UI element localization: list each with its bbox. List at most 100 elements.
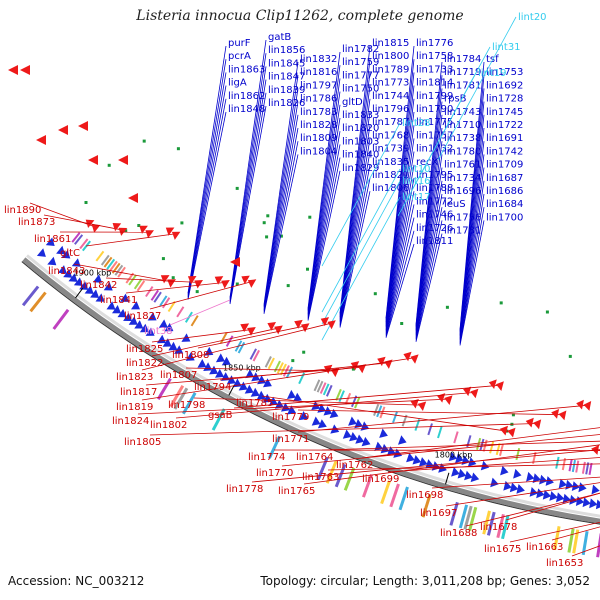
feature-block-inner	[237, 341, 246, 354]
gene-arrow-minus	[256, 390, 266, 400]
inner-gene-label: lin1827	[124, 311, 161, 322]
gene-arrow-minus	[123, 312, 133, 321]
inner-leader-line	[505, 492, 600, 521]
outer-leader-line	[187, 85, 227, 298]
feature-dot	[142, 139, 146, 143]
scale-tick	[228, 384, 235, 396]
inner-gene-label: lin1771	[272, 434, 309, 445]
inner-gene-label: lin1873	[18, 217, 55, 228]
outer-leader-line	[307, 131, 341, 317]
gene-arrow-plus	[499, 425, 508, 436]
gene-arrow-plus	[294, 319, 303, 329]
feature-block-inner	[145, 286, 154, 298]
gene-arrow-minus	[250, 387, 260, 397]
feature-block	[334, 463, 347, 488]
outer-leader-line	[415, 207, 443, 340]
feature-block	[173, 387, 189, 410]
outer-intergenic-label: lint20	[518, 12, 547, 23]
gene-arrow-minus	[197, 359, 207, 368]
map-title: Listeria innocua Clip11262, complete gen…	[136, 8, 464, 24]
feature-block	[181, 392, 197, 415]
gene-arrow-minus-inner	[591, 484, 600, 495]
outer-gene-label: lin1777	[342, 70, 379, 81]
outer-intergenic-leader	[321, 168, 401, 313]
inner-gene-label: lin1765	[278, 486, 315, 497]
inner-leader-line	[219, 362, 388, 381]
feature-block-inner	[106, 258, 116, 270]
inner-gene-label: lin1843	[48, 266, 85, 277]
outer-gene-label: lin1799	[416, 91, 453, 102]
gene-arrow-minus	[342, 429, 352, 439]
feature-dot	[265, 235, 269, 239]
outer-leader-line	[459, 167, 485, 341]
inner-leader-line	[251, 449, 600, 483]
outer-intergenic-label: lint31	[492, 42, 521, 53]
feature-block-inner	[219, 332, 228, 344]
gene-arrow-minus-inner	[158, 319, 168, 328]
outer-gene-label: lin1696	[444, 186, 481, 197]
outer-intergenic-label: lint19	[478, 68, 507, 79]
outer-gene-label: lin1796	[372, 104, 409, 115]
feature-block-inner	[335, 388, 342, 401]
feature-block-inner	[264, 356, 272, 368]
feature-block-inner	[136, 280, 146, 292]
gene-arrow-plus	[118, 155, 128, 165]
gene-arrow-minus-inner	[398, 435, 407, 445]
gene-arrow-minus	[451, 467, 460, 477]
feature-block-inner	[71, 232, 81, 243]
outer-intergenic-label: lint16	[402, 176, 431, 187]
outer-leader-line	[415, 167, 443, 336]
inner-leader-line	[85, 233, 175, 247]
outer-gene-label: lin1826	[268, 98, 305, 109]
outer-leader-line	[307, 91, 341, 313]
outer-gene-label: lin1811	[416, 236, 453, 247]
backbone-edge	[21, 261, 600, 525]
gene-arrow-minus	[387, 446, 396, 456]
gene-arrow-minus-inner	[147, 312, 157, 321]
gene-arrow-plus	[495, 381, 504, 391]
inner-gene-label: lin1805	[124, 437, 161, 448]
inner-leader-line	[105, 277, 198, 283]
inner-leader-line	[297, 409, 563, 416]
outer-leader-line	[339, 85, 371, 318]
outer-intergenic-leader	[437, 16, 517, 161]
gene-arrow-minus	[349, 432, 358, 442]
gene-arrow-minus	[299, 411, 309, 421]
feature-block-inner	[285, 366, 293, 379]
feature-block-inner	[453, 431, 459, 444]
outer-leader-line	[339, 59, 371, 315]
feature-dot	[266, 214, 270, 218]
outer-gene-label: lin1775	[416, 117, 453, 128]
outer-gene-label: lin1744	[372, 91, 409, 102]
feature-dot	[235, 186, 239, 190]
feature-dot	[262, 221, 266, 225]
inner-gene-label: lin1653	[546, 558, 583, 569]
gene-arrow-minus	[457, 468, 467, 479]
outer-gene-label: lin1804	[300, 146, 337, 157]
feature-dot	[171, 276, 175, 280]
outer-gene-label: lin1750	[342, 84, 379, 95]
gene-arrow-minus	[238, 381, 248, 391]
gene-arrow-plus	[165, 227, 175, 236]
gene-arrow-minus-inner	[131, 301, 140, 310]
feature-block-inner	[128, 274, 137, 286]
inner-leader-line	[297, 404, 587, 433]
outer-leader-line	[459, 207, 485, 345]
outer-gene-label: lin1687	[486, 173, 523, 184]
gene-arrow-minus-inner	[120, 293, 129, 302]
outer-gene-label: lin1773	[372, 78, 409, 89]
outer-gene-label: lin1848	[228, 104, 265, 115]
outer-gene-label: lin1806	[372, 183, 409, 194]
gene-arrow-minus	[418, 457, 428, 467]
inner-gene-label: lin1822	[126, 358, 163, 369]
outer-gene-label: lin1686	[486, 186, 523, 197]
gene-arrow-minus	[162, 338, 172, 347]
feature-block	[343, 467, 356, 491]
outer-leader-line	[385, 217, 415, 336]
gene-arrow-minus-inner	[61, 250, 71, 259]
outer-gene-label: lin1728	[486, 94, 523, 105]
gene-arrow-plus	[247, 327, 256, 336]
gene-arrow-minus-inner	[215, 353, 225, 363]
inner-leader-line	[465, 492, 600, 527]
feature-block-inner	[279, 363, 287, 376]
